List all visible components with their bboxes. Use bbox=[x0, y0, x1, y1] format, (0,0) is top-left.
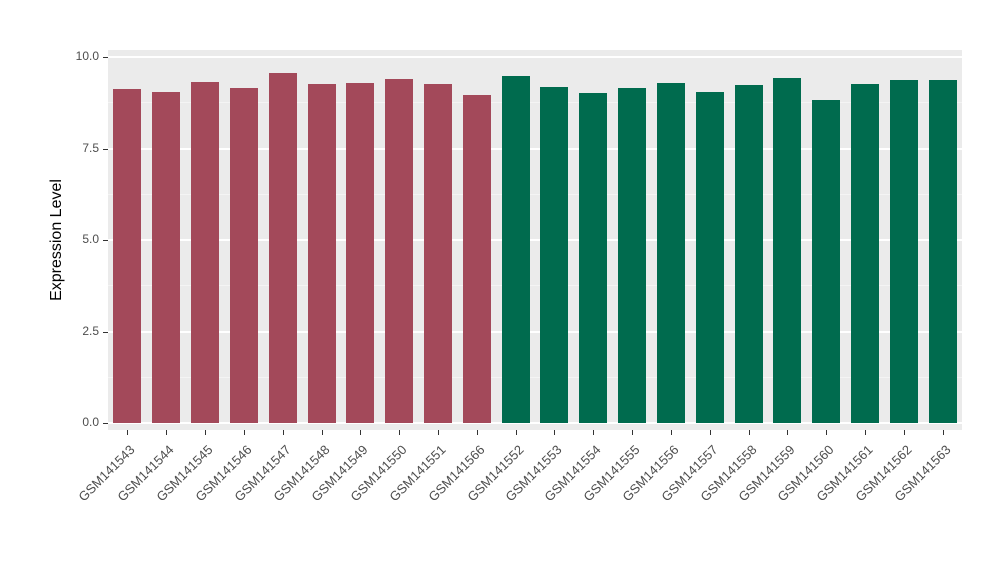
bar bbox=[113, 89, 141, 423]
y-axis-tick bbox=[103, 57, 108, 58]
y-axis-tick bbox=[103, 331, 108, 333]
y-axis-tick bbox=[103, 423, 108, 424]
x-axis-tick bbox=[282, 430, 284, 435]
gridline-major bbox=[108, 239, 962, 241]
bar bbox=[152, 91, 180, 423]
x-axis-tick bbox=[166, 430, 168, 435]
x-axis-tick bbox=[748, 430, 750, 435]
bar bbox=[657, 82, 685, 423]
y-axis-title: Expression Level bbox=[48, 179, 65, 301]
bar bbox=[269, 73, 297, 423]
bar bbox=[385, 78, 413, 423]
x-axis-tick bbox=[593, 430, 595, 435]
x-axis-tick bbox=[127, 430, 129, 435]
gridline-major bbox=[108, 56, 962, 58]
x-axis-tick bbox=[360, 430, 362, 435]
gridline-minor bbox=[108, 193, 962, 195]
gridline-major bbox=[108, 422, 962, 424]
x-axis-tick bbox=[632, 430, 634, 435]
y-axis-tick-label: 7.5 bbox=[82, 140, 99, 155]
plot-panel bbox=[108, 50, 962, 430]
y-axis-tick-label: 5.0 bbox=[82, 232, 99, 246]
bar bbox=[308, 83, 336, 423]
x-axis-tick bbox=[787, 430, 789, 435]
bar bbox=[230, 88, 258, 423]
bar bbox=[929, 80, 957, 423]
x-axis-tick bbox=[826, 430, 828, 435]
x-axis-tick bbox=[476, 430, 478, 435]
x-axis-tick bbox=[321, 430, 323, 435]
x-axis-tick bbox=[942, 430, 944, 435]
y-axis-tick bbox=[103, 240, 108, 241]
bar bbox=[735, 85, 763, 423]
bar bbox=[191, 81, 219, 423]
bar bbox=[696, 92, 724, 423]
bar bbox=[540, 86, 568, 423]
x-axis-tick bbox=[709, 430, 711, 435]
bar bbox=[812, 100, 840, 423]
x-axis-tick bbox=[205, 430, 207, 435]
y-axis-tick-label: 0.0 bbox=[82, 415, 99, 429]
gridline-minor bbox=[108, 285, 962, 287]
bar bbox=[773, 78, 801, 423]
x-axis-tick bbox=[399, 430, 401, 435]
x-axis-tick bbox=[670, 430, 672, 435]
y-axis-tick bbox=[103, 148, 108, 150]
x-axis-tick bbox=[515, 430, 517, 435]
x-axis-tick bbox=[243, 430, 245, 435]
gridline-minor bbox=[108, 102, 962, 104]
gridline-minor bbox=[108, 376, 962, 378]
x-axis-tick bbox=[864, 430, 866, 435]
bar bbox=[463, 95, 491, 423]
x-axis-tick bbox=[554, 430, 556, 435]
bar bbox=[851, 83, 879, 423]
bar bbox=[424, 83, 452, 423]
bar bbox=[618, 88, 646, 423]
bar bbox=[890, 80, 918, 423]
x-axis-tick bbox=[437, 430, 439, 435]
x-axis-tick bbox=[903, 430, 905, 435]
bar bbox=[579, 93, 607, 423]
y-axis-tick-label: 2.5 bbox=[82, 323, 99, 338]
gridline-major bbox=[108, 330, 962, 333]
y-axis-tick-label: 10.0 bbox=[75, 49, 99, 63]
bar bbox=[346, 82, 374, 423]
bar bbox=[502, 76, 530, 423]
gridline-major bbox=[108, 147, 962, 150]
